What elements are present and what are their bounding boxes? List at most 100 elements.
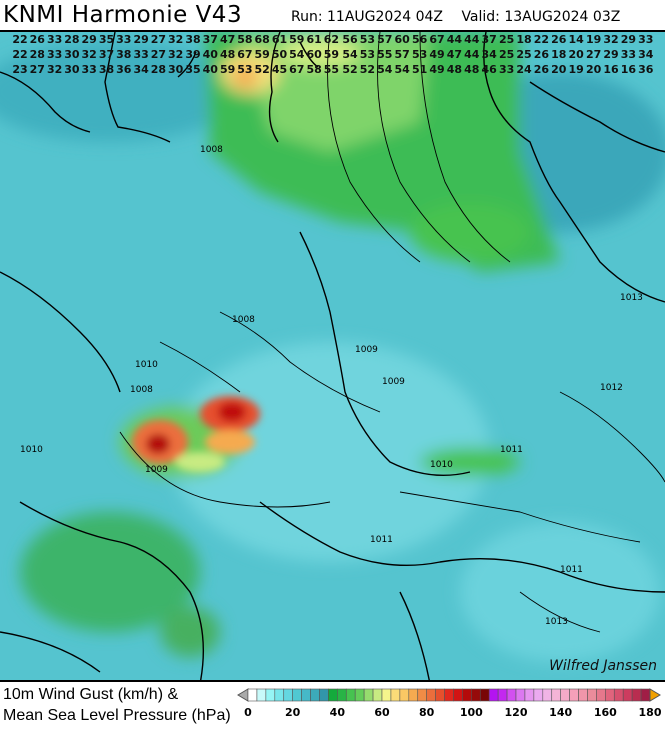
pressure-label: 1011	[500, 445, 523, 455]
gust-value: 37	[482, 33, 497, 46]
gust-value: 29	[133, 33, 148, 46]
gust-value: 34	[133, 63, 149, 76]
colorbar-swatch	[515, 688, 526, 702]
gust-value: 67	[237, 48, 252, 61]
gust-value: 59	[289, 33, 304, 46]
gust-value: 67	[429, 33, 444, 46]
colorbar-swatch	[631, 688, 642, 702]
gust-value: 38	[99, 63, 114, 76]
gust-value: 19	[569, 63, 584, 76]
gust-value: 54	[289, 48, 305, 61]
gust-value: 50	[272, 48, 288, 61]
gust-value: 28	[30, 48, 45, 61]
colorbar-tick-label: 40	[330, 706, 346, 719]
colorbar-swatch	[524, 688, 535, 702]
colorbar-swatch	[363, 688, 374, 702]
colorbar-swatch	[479, 688, 490, 702]
gust-value: 33	[638, 33, 653, 46]
colorbar-swatch	[605, 688, 615, 702]
gust-value: 59	[255, 48, 270, 61]
gust-value: 58	[306, 63, 321, 76]
gust-value: 58	[237, 33, 252, 46]
gust-value: 28	[151, 63, 166, 76]
colorbar-swatch	[390, 688, 401, 702]
gust-value: 30	[64, 63, 80, 76]
gust-value: 33	[82, 63, 97, 76]
gust-value: 52	[360, 63, 375, 76]
gust-value: 48	[447, 63, 462, 76]
gust-value: 30	[64, 48, 80, 61]
pressure-label: 1010	[430, 460, 453, 470]
gust-value: 22	[534, 33, 549, 46]
gust-value: 27	[151, 33, 166, 46]
gust-value: 33	[116, 33, 131, 46]
gust-value: 32	[168, 48, 183, 61]
colorbar-swatch	[337, 688, 347, 702]
gust-value: 52	[255, 63, 270, 76]
gust-value-grid: 22 26 33 28 29 35 33 29 27 32 38 37 47 58 68 61 59 61 62 56…	[12, 33, 653, 76]
pressure-label: 1013	[545, 617, 568, 627]
colorbar-swatch	[506, 688, 517, 702]
colorbar-tick-label: 100	[460, 706, 483, 719]
gust-value: 48	[464, 63, 479, 76]
pressure-label: 1008	[200, 145, 223, 155]
gust-value: 34	[482, 48, 498, 61]
pressure-label: 1010	[20, 445, 43, 455]
gust-value: 33	[499, 63, 514, 76]
pressure-label: 1009	[355, 345, 378, 355]
colorbar-swatch	[533, 688, 544, 702]
gust-value: 59	[324, 48, 339, 61]
map-field: 1008 1008 1008 1009 1009 1009 1010 1010 1010 1011…	[0, 32, 665, 680]
gust-value: 55	[377, 48, 392, 61]
gust-value: 37	[203, 33, 218, 46]
colorbar-swatch	[587, 688, 597, 702]
gust-value: 29	[621, 33, 636, 46]
gust-value: 56	[412, 33, 428, 46]
pressure-label: 1009	[382, 377, 405, 387]
colorbar-swatch	[310, 688, 320, 702]
valid-time: Valid: 13AUG2024 03Z	[461, 9, 621, 25]
gust-value: 26	[30, 33, 46, 46]
gust-value: 27	[30, 63, 45, 76]
gust-value: 26	[551, 33, 567, 46]
colorbar-swatch	[551, 688, 561, 702]
colorbar-tick-label: 20	[285, 706, 301, 719]
colorbar-tick-label: 60	[374, 706, 390, 719]
gust-value: 53	[237, 63, 252, 76]
gust-value: 46	[482, 63, 498, 76]
legend-line-1: 10m Wind Gust (km/h) &	[3, 686, 179, 703]
colorbar-swatch	[274, 688, 285, 702]
gust-value: 18	[516, 33, 531, 46]
gust-value: 67	[289, 63, 304, 76]
gust-value: 37	[99, 48, 114, 61]
gust-value: 53	[412, 48, 427, 61]
gust-value: 14	[569, 33, 585, 46]
gust-value: 25	[499, 48, 514, 61]
pressure-label: 1013	[620, 293, 643, 303]
colorbar-swatch	[247, 688, 258, 702]
colorbar-swatch	[354, 688, 365, 702]
gust-value: 34	[638, 48, 654, 61]
colorbar-tick-label: 0	[244, 706, 252, 719]
gust-value: 48	[220, 48, 235, 61]
run-time: Run: 11AUG2024 04Z	[291, 9, 443, 25]
gust-value: 35	[185, 63, 200, 76]
gust-value: 45	[272, 63, 287, 76]
gust-value: 38	[116, 48, 131, 61]
colorbar-max-arrow	[649, 688, 661, 702]
colorbar-swatch	[283, 688, 293, 702]
gust-value: 27	[151, 48, 166, 61]
colorbar-swatch	[328, 688, 338, 702]
gust-value: 26	[534, 48, 550, 61]
gust-value: 33	[47, 48, 62, 61]
gust-value: 44	[447, 33, 463, 46]
gust-value: 44	[464, 48, 480, 61]
gust-value: 33	[47, 33, 62, 46]
colorbar-min-arrow	[237, 688, 249, 702]
colorbar-swatch	[613, 688, 624, 702]
gust-value: 47	[447, 48, 462, 61]
colorbar-swatch	[417, 688, 427, 702]
colorbar-swatch	[640, 688, 651, 702]
gust-value: 61	[306, 33, 321, 46]
gust-value: 53	[360, 33, 375, 46]
